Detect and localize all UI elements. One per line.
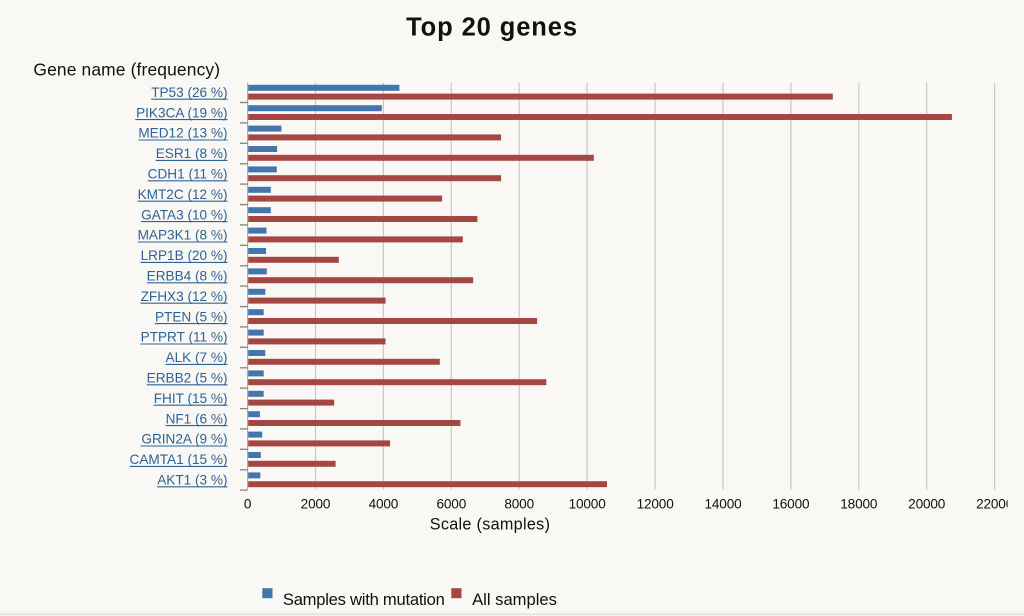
svg-text:14000: 14000 <box>704 497 742 512</box>
svg-text:ZFHX3 (12 %): ZFHX3 (12 %) <box>141 289 228 304</box>
svg-text:Scale (samples): Scale (samples) <box>430 516 551 534</box>
svg-text:CDH1 (11 %): CDH1 (11 %) <box>148 167 228 182</box>
svg-text:6000: 6000 <box>436 497 466 512</box>
svg-text:Gene name (frequency): Gene name (frequency) <box>33 60 220 80</box>
svg-text:18000: 18000 <box>840 497 878 512</box>
svg-text:NF1 (6 %): NF1 (6 %) <box>166 411 228 426</box>
svg-text:2000: 2000 <box>301 497 331 512</box>
svg-text:MAP3K1 (8 %): MAP3K1 (8 %) <box>138 228 228 243</box>
svg-text:16000: 16000 <box>772 497 810 512</box>
svg-text:AKT1 (3 %): AKT1 (3 %) <box>157 473 227 488</box>
svg-text:KMT2C (12 %): KMT2C (12 %) <box>138 187 228 202</box>
svg-text:Samples with mutation: Samples with mutation <box>283 590 445 609</box>
svg-text:ERBB4 (8 %): ERBB4 (8 %) <box>147 269 228 284</box>
svg-text:GATA3 (10 %): GATA3 (10 %) <box>141 207 227 222</box>
svg-text:ESR1 (8 %): ESR1 (8 %) <box>156 146 228 161</box>
svg-text:0: 0 <box>244 497 252 512</box>
svg-text:TP53 (26 %): TP53 (26 %) <box>151 85 227 100</box>
svg-text:Top 20 genes: Top 20 genes <box>406 14 578 42</box>
svg-text:20000: 20000 <box>908 497 946 512</box>
svg-text:FHIT (15 %): FHIT (15 %) <box>154 391 228 406</box>
svg-text:GRIN2A (9 %): GRIN2A (9 %) <box>141 432 227 447</box>
svg-text:ERBB2 (5 %): ERBB2 (5 %) <box>147 371 228 386</box>
svg-text:All samples: All samples <box>472 590 557 609</box>
svg-text:PIK3CA (19 %): PIK3CA (19 %) <box>136 105 227 120</box>
svg-text:LRP1B (20 %): LRP1B (20 %) <box>141 248 228 263</box>
svg-text:MED12 (13 %): MED12 (13 %) <box>138 126 227 141</box>
svg-text:PTEN (5 %): PTEN (5 %) <box>155 309 228 324</box>
svg-text:PTPRT (11 %): PTPRT (11 %) <box>141 330 228 345</box>
svg-text:ALK (7 %): ALK (7 %) <box>166 350 228 365</box>
svg-text:CAMTA1 (15 %): CAMTA1 (15 %) <box>130 452 228 467</box>
svg-text:10000: 10000 <box>569 497 607 512</box>
svg-text:8000: 8000 <box>504 497 534 512</box>
svg-text:22000: 22000 <box>976 497 1014 512</box>
svg-text:4000: 4000 <box>369 497 399 512</box>
svg-text:12000: 12000 <box>637 497 675 512</box>
